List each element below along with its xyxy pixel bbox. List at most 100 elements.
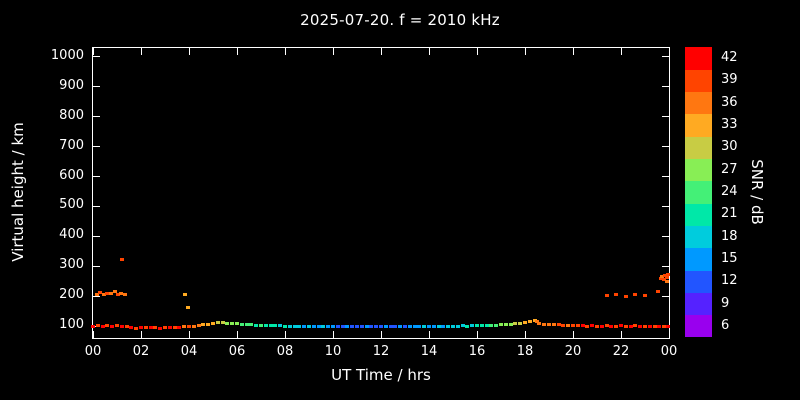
colorbar-tick-label: 18 <box>721 228 738 244</box>
data-point <box>422 324 427 328</box>
x-tick-mark <box>92 48 94 55</box>
data-point <box>623 294 628 298</box>
y-tick-mark <box>93 265 100 267</box>
data-point <box>656 289 661 293</box>
data-point <box>393 324 398 328</box>
data-point <box>503 323 508 327</box>
data-point <box>412 324 417 328</box>
x-tick-label: 06 <box>228 344 246 359</box>
data-point <box>185 305 190 309</box>
y-tick-label: 800 <box>59 107 84 123</box>
data-point <box>148 326 153 330</box>
data-point <box>633 324 638 328</box>
data-point <box>316 324 321 328</box>
colorbar-tick-label: 39 <box>721 72 738 88</box>
data-point <box>201 323 206 327</box>
y-tick-mark <box>662 56 669 58</box>
data-point <box>499 323 503 327</box>
colorbar-band <box>685 180 712 204</box>
colorbar-tick-label: 12 <box>721 273 738 289</box>
x-tick-mark <box>476 48 478 55</box>
x-tick-label: 14 <box>420 344 438 359</box>
colorbar-band <box>685 270 712 293</box>
colorbar-tick-label: 24 <box>721 184 738 199</box>
data-point <box>665 273 670 277</box>
data-point <box>119 324 124 328</box>
data-point <box>535 320 539 324</box>
y-tick-mark <box>662 176 669 178</box>
data-point <box>110 324 115 328</box>
data-point <box>134 326 139 330</box>
data-point <box>595 324 599 328</box>
data-point <box>167 326 172 330</box>
data-point <box>623 324 628 328</box>
data-point <box>163 326 167 330</box>
y-tick-mark <box>662 86 669 88</box>
data-point <box>647 324 652 328</box>
x-tick-mark <box>236 331 238 338</box>
x-tick-label: 02 <box>132 344 150 359</box>
data-point <box>580 324 585 328</box>
data-point <box>479 323 484 327</box>
colorbar-tick-label: 15 <box>721 250 738 266</box>
data-point <box>259 323 263 327</box>
data-point <box>191 324 196 328</box>
data-point <box>364 324 369 328</box>
y-tick-label: 700 <box>59 137 84 153</box>
x-tick-mark <box>140 331 142 338</box>
data-point <box>436 324 441 328</box>
data-point <box>123 292 128 296</box>
data-point <box>662 278 667 282</box>
x-tick-mark <box>620 48 622 55</box>
x-tick-label: 16 <box>468 344 486 359</box>
x-tick-mark <box>380 331 382 338</box>
data-point <box>585 324 590 328</box>
data-point <box>664 280 669 284</box>
x-tick-mark <box>572 48 574 55</box>
data-point <box>263 323 268 327</box>
data-point <box>407 324 412 328</box>
data-point <box>206 322 211 326</box>
data-point <box>118 291 123 295</box>
data-point <box>345 324 350 328</box>
y-tick-mark <box>662 295 669 297</box>
data-point <box>658 277 663 281</box>
data-point <box>116 292 121 296</box>
data-point <box>326 324 331 328</box>
data-point <box>614 293 619 297</box>
x-tick-label: 18 <box>516 344 534 359</box>
data-point <box>105 291 110 295</box>
x-tick-mark <box>668 331 670 338</box>
data-point <box>556 323 561 327</box>
data-point <box>307 324 311 328</box>
x-tick-mark <box>332 48 334 55</box>
data-point <box>374 324 379 328</box>
data-point <box>542 322 547 326</box>
colorbar-tick-label: 30 <box>721 139 738 155</box>
data-point <box>235 322 239 326</box>
data-point <box>335 324 340 328</box>
y-tick-mark <box>93 86 100 88</box>
y-tick-label: 600 <box>59 167 84 183</box>
data-point <box>112 290 117 294</box>
x-tick-mark <box>236 48 238 55</box>
x-tick-mark <box>620 331 622 338</box>
data-point <box>571 323 575 327</box>
y-tick-mark <box>662 265 669 267</box>
data-point <box>518 321 523 325</box>
x-tick-mark <box>188 331 190 338</box>
data-point <box>139 326 143 330</box>
x-tick-label: 00 <box>84 344 102 359</box>
x-tick-label: 08 <box>276 344 294 359</box>
y-tick-label: 1000 <box>50 47 84 63</box>
data-point <box>283 324 287 328</box>
y-tick-mark <box>93 235 100 237</box>
plot-area <box>91 47 670 339</box>
data-point <box>187 325 191 329</box>
data-point <box>359 324 364 328</box>
data-point <box>609 324 614 328</box>
x-tick-label: 10 <box>324 344 342 359</box>
data-point <box>566 323 571 327</box>
data-point <box>153 326 158 330</box>
